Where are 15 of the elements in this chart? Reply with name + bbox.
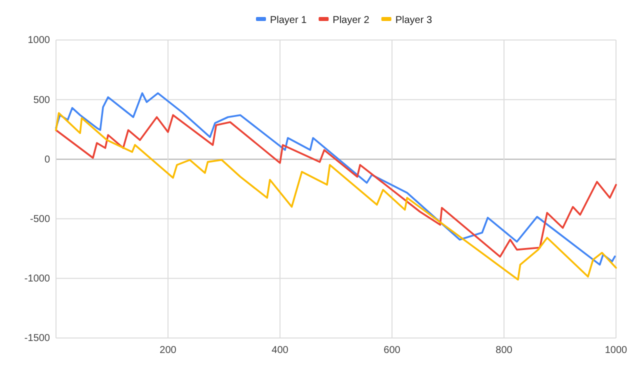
legend-label: Player 3 [395,15,432,26]
x-tick-label: 800 [496,345,513,356]
y-tick-label: -1500 [24,333,50,344]
x-tick-label: 1000 [604,345,628,356]
x-tick-label: 200 [160,345,177,356]
legend-label: Player 2 [332,15,370,26]
y-tick-label: -500 [30,214,50,225]
y-tick-label: 0 [44,154,50,166]
x-tick-label: 600 [384,345,401,356]
y-tick-label: -1000 [24,274,50,285]
y-tick-label: 500 [33,94,50,106]
y-tick-label: 1000 [28,35,50,46]
x-tick-label: 400 [272,345,289,356]
legend-label: Player 1 [270,15,308,26]
line-series [55,92,616,266]
